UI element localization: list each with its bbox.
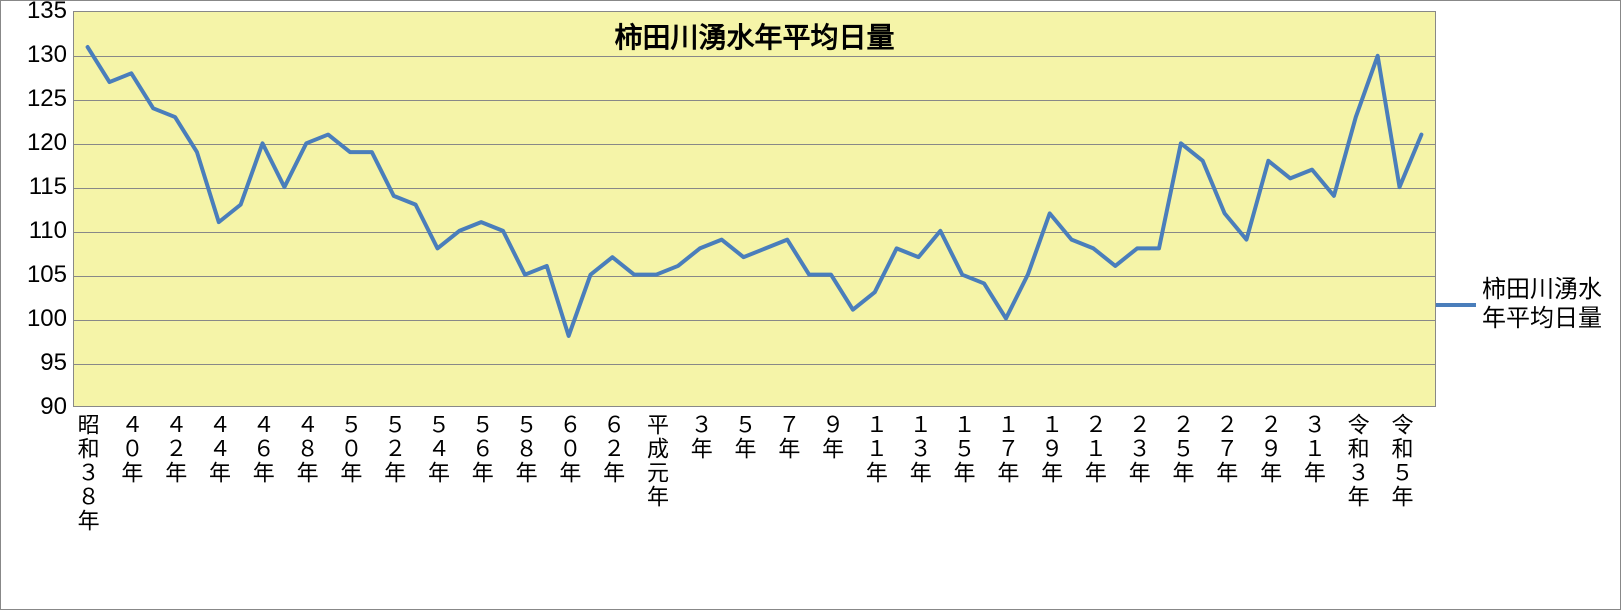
plot-area: 柿田川湧水年平均日量 (73, 11, 1436, 407)
x-tick-label: ３１年 (1297, 413, 1329, 485)
y-tick-label: 120 (27, 129, 67, 157)
y-tick-label: 115 (29, 173, 67, 201)
x-tick-label: ７年 (771, 413, 803, 461)
x-axis: 昭和３８年 ４０年 ４２年 ４４年 ４６年 ４８年 ５０年 ５２年 ５４年 ５６年 ５８年 ６０年 ６２… (73, 407, 1436, 599)
x-tick-label: ５２年 (377, 413, 409, 485)
x-tick-label: ６２年 (596, 413, 628, 485)
x-tick-label: ４６年 (246, 413, 278, 485)
y-tick-label: 90 (40, 393, 67, 421)
x-tick-label: ４４年 (202, 413, 234, 485)
series-path (88, 47, 1422, 336)
y-axis: 9095100105110115120125130135 (15, 11, 73, 599)
x-tick-label: ５４年 (421, 413, 453, 485)
x-tick-label: 令和３年 (1341, 413, 1373, 509)
x-tick-label: ４２年 (158, 413, 190, 485)
legend-swatch (1436, 303, 1476, 307)
x-tick-label: １１年 (859, 413, 891, 485)
x-tick-label: 昭和３８年 (71, 413, 103, 533)
x-tick-label: ２５年 (1165, 413, 1197, 485)
y-tick-label: 110 (29, 217, 67, 245)
x-tick-label: ４８年 (290, 413, 322, 485)
x-tick-label: １５年 (947, 413, 979, 485)
x-tick-label: １７年 (990, 413, 1022, 485)
x-tick-label: ５６年 (465, 413, 497, 485)
x-tick-label: ２１年 (1078, 413, 1110, 485)
legend-label: 柿田川湧水年平均日量 (1482, 276, 1602, 334)
x-tick-label: ５０年 (333, 413, 365, 485)
legend: 柿田川湧水年平均日量 (1436, 11, 1606, 599)
x-tick-label: ２７年 (1209, 413, 1241, 485)
y-tick-label: 95 (40, 349, 67, 377)
y-tick-label: 125 (27, 85, 67, 113)
x-tick-label: ２９年 (1253, 413, 1285, 485)
x-tick-label: ４０年 (114, 413, 146, 485)
legend-item: 柿田川湧水年平均日量 (1436, 276, 1602, 334)
y-tick-label: 105 (27, 261, 67, 289)
x-tick-label: ３年 (684, 413, 716, 461)
x-tick-label: ９年 (815, 413, 847, 461)
x-tick-label: ６０年 (552, 413, 584, 485)
plot-wrap: 9095100105110115120125130135 柿田川湧水年平均日量 … (15, 11, 1436, 599)
x-tick-label: 令和５年 (1384, 413, 1416, 509)
x-tick-label: 平成元年 (640, 413, 672, 509)
chart-container: 90 95 100 105 110 115 120 125 130 135 柿田川湧水年平均日量 … (0, 0, 1621, 610)
y-tick-label: 135 (27, 0, 67, 25)
x-tick-label: ５年 (728, 413, 760, 461)
line-series (74, 12, 1435, 406)
x-tick-label: ５８年 (509, 413, 541, 485)
y-tick-label: 130 (27, 41, 67, 69)
x-tick-label: １９年 (1034, 413, 1066, 485)
x-tick-label: １３年 (903, 413, 935, 485)
y-tick-label: 100 (27, 305, 67, 333)
chart-main: 9095100105110115120125130135 柿田川湧水年平均日量 … (15, 11, 1436, 599)
x-tick-label: ２３年 (1122, 413, 1154, 485)
plot-column: 柿田川湧水年平均日量 昭和３８年 ４０年 ４２年 ４４年 ４６年 ４８年 ５０年 ５２年 ５４年… (73, 11, 1436, 599)
